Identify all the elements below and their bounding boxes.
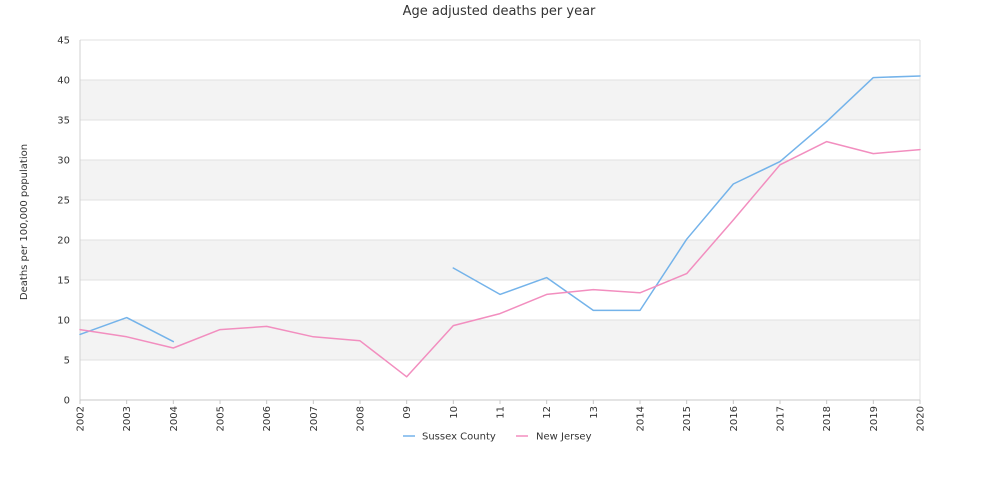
x-tick-label: 2016 xyxy=(729,406,740,431)
x-tick-label: 2014 xyxy=(636,406,647,431)
legend-item-sussex-county[interactable]: Sussex County xyxy=(403,432,496,443)
y-tick-label: 40 xyxy=(57,76,70,87)
chart-title: Age adjusted deaths per year xyxy=(403,4,596,19)
axes xyxy=(79,40,921,404)
y-tick-label: 45 xyxy=(57,36,70,47)
legend-label: Sussex County xyxy=(422,432,496,443)
x-tick-label: 2019 xyxy=(869,406,880,431)
x-tick-label: 09 xyxy=(402,406,413,419)
x-tick-label: 2006 xyxy=(262,406,273,431)
y-tick-label: 30 xyxy=(57,156,70,167)
grid-band xyxy=(80,320,920,360)
x-tick-label: 2018 xyxy=(822,406,833,431)
y-tick-label: 0 xyxy=(64,396,70,407)
legend-label: New Jersey xyxy=(536,432,592,443)
grid-band xyxy=(80,160,920,200)
x-tick-label: 2003 xyxy=(122,406,133,431)
legend-item-new-jersey[interactable]: New Jersey xyxy=(516,432,592,443)
x-tick-label: 2004 xyxy=(169,406,180,431)
x-tick-label: 2002 xyxy=(76,406,87,431)
grid-band xyxy=(80,80,920,120)
y-axis-label: Deaths per 100,000 population xyxy=(19,144,30,300)
series-lines xyxy=(79,75,921,378)
grid-bands xyxy=(80,80,920,360)
x-tick-labels: 2002 2003 2004 2005 2006 2007 2008 09 10 11 12 13 20… xyxy=(76,406,927,431)
x-tick-label: 13 xyxy=(589,406,600,419)
x-tick-label: 10 xyxy=(449,406,460,419)
series-line-sussex-county[interactable] xyxy=(79,75,921,343)
series-line-new-jersey[interactable] xyxy=(79,140,921,378)
x-tick-label: 2005 xyxy=(216,406,227,431)
legend[interactable]: Sussex County New Jersey xyxy=(403,432,592,443)
x-tick-label: 11 xyxy=(496,406,507,419)
y-tick-label: 20 xyxy=(57,236,70,247)
x-tick-label: 2020 xyxy=(916,406,927,431)
x-tick-label: 2007 xyxy=(309,406,320,431)
x-tick-label: 2008 xyxy=(356,406,367,431)
gridlines xyxy=(80,39,920,401)
x-tick-label: 2017 xyxy=(776,406,787,431)
grid-band xyxy=(80,240,920,280)
y-tick-labels: 0 5 10 15 20 25 30 35 40 45 xyxy=(57,36,70,407)
y-tick-label: 35 xyxy=(57,116,70,127)
x-tick-label: 2015 xyxy=(682,406,693,431)
x-tick-label: 12 xyxy=(542,406,553,419)
y-tick-label: 10 xyxy=(57,316,70,327)
y-tick-label: 15 xyxy=(57,276,70,287)
y-tick-label: 25 xyxy=(57,196,70,207)
y-tick-label: 5 xyxy=(64,356,70,367)
